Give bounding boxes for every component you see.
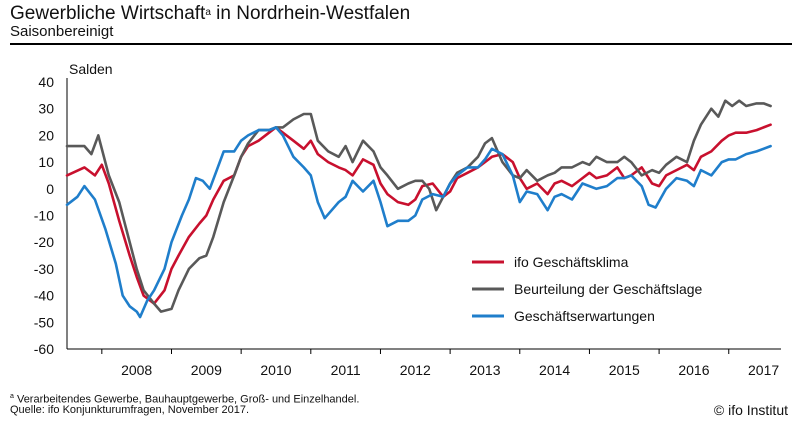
title-footnote-marker: a [205, 7, 211, 18]
y-tick-label: 30 [38, 101, 54, 117]
y-tick-label: -30 [34, 261, 54, 277]
y-tick-label: 40 [38, 74, 54, 90]
legend-label-1: ifo Geschäftsklima [514, 254, 629, 270]
y-tick-label: -20 [34, 234, 54, 250]
series-line-2 [65, 99, 772, 313]
legend-label-3: Geschäftserwartungen [514, 308, 655, 324]
plot-area: Salden 40 30 20 10 0 -10 -20 -30 -40 -50 -60 2008 200… [14, 52, 790, 392]
legend-label-2: Beurteilung der Geschäftslage [514, 281, 703, 297]
x-tick-label: 2017 [748, 362, 779, 378]
y-tick-label: 20 [38, 127, 54, 143]
chart-subtitle: Saisonbereinigt [10, 23, 114, 40]
series-line-3 [65, 126, 772, 319]
x-tick-label: 2010 [260, 362, 291, 378]
footnote-marker: a [10, 393, 14, 400]
chart-title-text: Gewerbliche Wirtschaft [10, 3, 206, 24]
x-tick-label: 2014 [539, 362, 570, 378]
x-tick-label: 2012 [400, 362, 431, 378]
chart-title-suffix: in Nordrhein-Westfalen [210, 3, 411, 24]
x-tick-label: 2008 [121, 362, 152, 378]
y-tick-label: -60 [34, 341, 54, 357]
y-axis-label: Salden [69, 61, 113, 77]
copyright-note: © ifo Institut [713, 402, 788, 418]
x-tick-label: 2009 [191, 362, 222, 378]
footnote-text: Verarbeitendes Gewerbe, Bauhauptgewerbe,… [13, 393, 360, 406]
x-tick-label: 2016 [678, 362, 709, 378]
chart-title: Gewerbliche Wirtschafta in Nordrhein-Wes… [10, 3, 410, 25]
x-tick-label: 2011 [331, 362, 361, 378]
y-tick-label: 10 [38, 154, 54, 170]
title-divider [10, 43, 792, 45]
x-tick-label: 2015 [609, 362, 640, 378]
y-tick-label: -10 [34, 208, 54, 224]
series-line-1 [65, 123, 772, 305]
x-tick-label: 2013 [469, 362, 500, 378]
y-tick-label: -50 [34, 314, 54, 330]
y-tick-label: 0 [46, 181, 54, 197]
y-tick-label: -40 [34, 288, 54, 304]
source-note: Quelle: ifo Konjunkturumfragen, November… [10, 404, 250, 416]
footnote: a Verarbeitendes Gewerbe, Bauhauptgewerb… [10, 390, 359, 407]
